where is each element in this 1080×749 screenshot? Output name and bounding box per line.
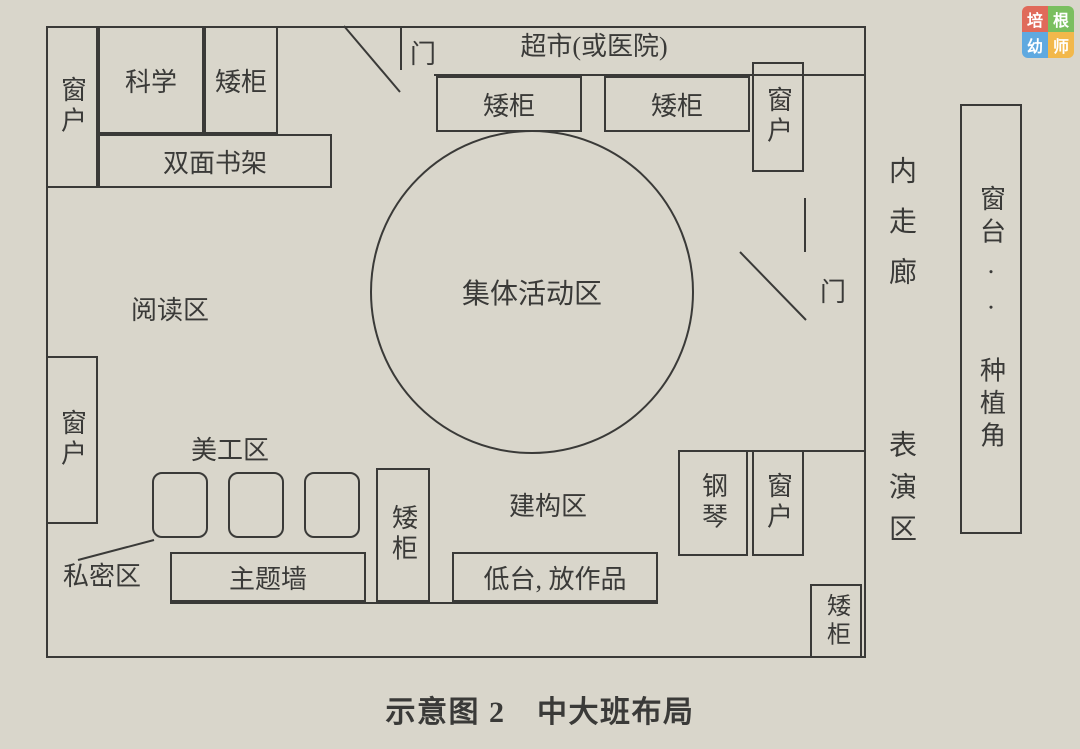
art-seat	[304, 472, 360, 538]
door-top-label: 门	[410, 34, 436, 71]
low-table: 低台, 放作品	[452, 552, 658, 602]
low-cabinet-s2: 矮柜	[604, 76, 750, 132]
science-area: 科学	[98, 26, 204, 134]
windowsill-planting: 窗台.. 种植角	[960, 104, 1022, 534]
logo-cell: 幼	[1022, 32, 1048, 58]
theme-wall: 主题墙	[170, 552, 366, 602]
private-area-label: 私密区	[46, 556, 158, 600]
group-activity-circle: 集体活动区	[370, 130, 694, 454]
door-right-label: 门	[820, 272, 846, 309]
low-cabinet-art: 矮柜	[376, 468, 430, 602]
logo-cell: 师	[1048, 32, 1074, 58]
supermarket-label: 超市(或医院)	[436, 26, 752, 70]
logo-cell: 根	[1048, 6, 1074, 32]
logo-cell: 培	[1022, 6, 1048, 32]
low-cabinet-s1: 矮柜	[436, 76, 582, 132]
peigen-logo: 培 根 幼 师	[1022, 6, 1074, 58]
divider-bottom-shelf	[170, 602, 658, 604]
group-activity-label: 集体活动区	[462, 272, 602, 312]
double-bookshelf: 双面书架	[98, 134, 332, 188]
divider-supermarket	[434, 74, 866, 76]
divider-piano-top	[678, 450, 866, 452]
art-area-label: 美工区	[170, 430, 290, 466]
window-bottom-right: 窗户	[752, 450, 804, 556]
low-cabinet-top: 矮柜	[204, 26, 278, 134]
figure-caption: 示意图 2 中大班布局	[0, 687, 1080, 731]
piano: 钢琴	[678, 450, 748, 556]
door-jamb-right	[804, 198, 806, 252]
window-mid-left: 窗户	[46, 356, 98, 524]
build-area-label: 建构区	[488, 486, 608, 522]
low-cabinet-br: 矮柜	[810, 584, 862, 658]
reading-area-label: 阅读区	[90, 290, 250, 330]
door-jamb-top	[400, 26, 402, 70]
window-top-right: 窗户	[752, 62, 804, 172]
window-top-left: 窗户	[46, 26, 98, 188]
art-seat	[152, 472, 208, 538]
inner-corridor-label: 内走廊	[880, 156, 920, 307]
art-seat	[228, 472, 284, 538]
perform-area-label: 表演区	[880, 430, 920, 556]
